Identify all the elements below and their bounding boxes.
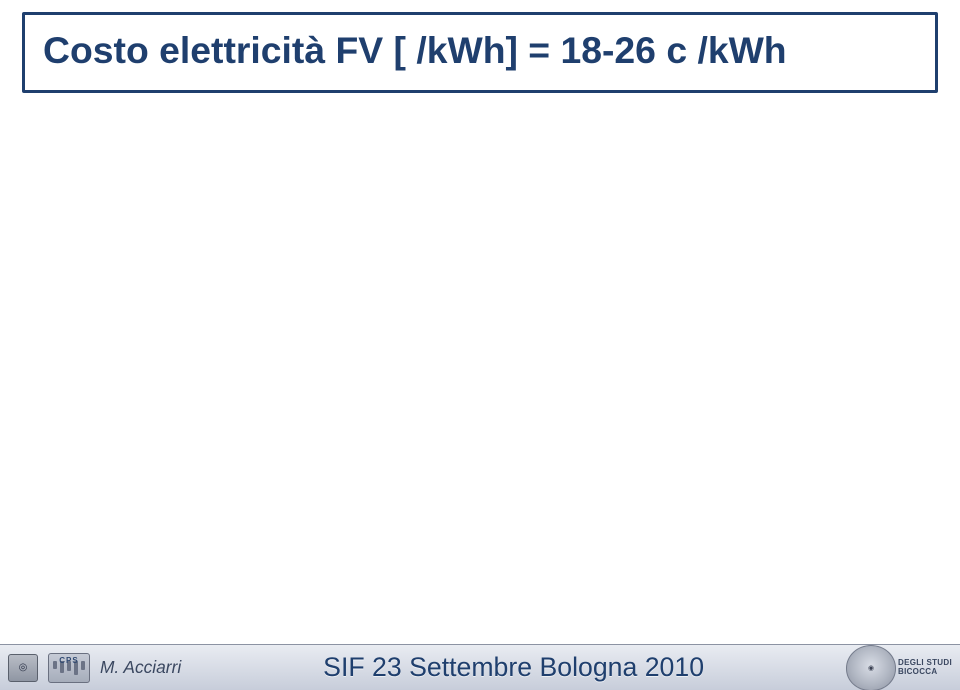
slide-title: Costo elettricità FV [ /kWh] = 18-26 c /… — [43, 29, 787, 71]
footer-bar: ◎ CPS M. Acciarri SIF 23 Settembre Bolog… — [0, 644, 960, 690]
logo-cps-icon: CPS — [48, 653, 90, 683]
university-crest-icon: ◉ — [846, 645, 896, 690]
slide-page: Costo elettricità FV [ /kWh] = 18-26 c /… — [0, 0, 960, 690]
title-box: Costo elettricità FV [ /kWh] = 18-26 c /… — [22, 12, 938, 93]
logo-cps-label: CPS — [49, 656, 89, 665]
footer-left: ◎ CPS M. Acciarri — [8, 653, 181, 683]
author-name: M. Acciarri — [100, 657, 181, 678]
conference-text: SIF 23 Settembre Bologna 2010 — [323, 652, 704, 683]
footer-center: SIF 23 Settembre Bologna 2010 — [181, 652, 846, 683]
crest-glyph: ◉ — [868, 664, 874, 672]
university-crest-text: DEGLI STUDIBICOCCA — [896, 645, 952, 690]
footer-right: ◉ DEGLI STUDIBICOCCA — [846, 645, 952, 690]
logo-small-icon: ◎ — [8, 654, 38, 682]
logo-small-glyph: ◎ — [19, 662, 28, 673]
